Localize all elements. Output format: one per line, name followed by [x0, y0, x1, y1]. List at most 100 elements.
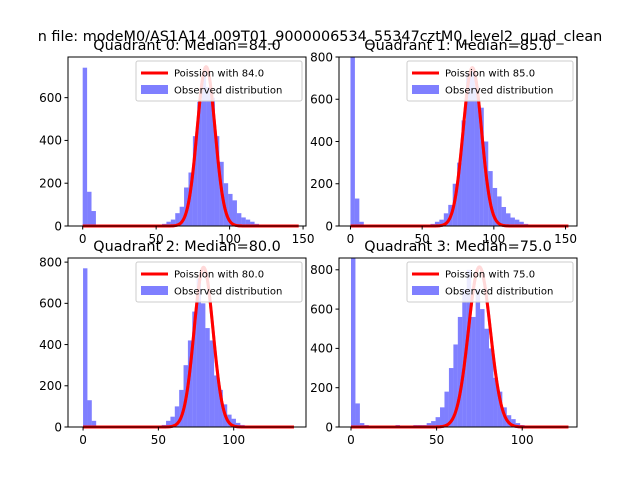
- hist-bar: [241, 217, 246, 226]
- hist-bar: [166, 221, 171, 226]
- y-tick-label: 800: [310, 263, 333, 277]
- legend: Poission with 75.0 Observed distribution: [406, 261, 574, 303]
- hist-bar: [205, 328, 210, 427]
- legend: Poission with 84.0 Observed distribution: [135, 60, 303, 102]
- hist-bar: [493, 377, 498, 427]
- hist-bar: [87, 400, 92, 427]
- legend-label-observed: Observed distribution: [174, 86, 282, 97]
- legend-label-poisson: Poission with 84.0: [174, 69, 264, 80]
- y-tick-label: 0: [325, 420, 333, 434]
- axes-frame: [67, 257, 307, 428]
- legend-box: [135, 60, 303, 102]
- hist-bar: [250, 221, 255, 226]
- y-tick-label: 200: [310, 177, 333, 191]
- hist-bar: [501, 206, 507, 226]
- hist-bar: [519, 221, 524, 226]
- legend-box: [406, 261, 574, 303]
- hist-bar: [492, 187, 498, 226]
- y-tick-label: 800: [39, 255, 62, 269]
- hist-bar: [187, 340, 193, 427]
- hist-bar: [474, 86, 480, 226]
- y-tick-label: 600: [310, 302, 333, 316]
- hist-bar: [170, 219, 176, 226]
- hist-bar: [175, 213, 180, 226]
- hist-bar: [206, 86, 211, 226]
- hist-bar: [444, 391, 449, 427]
- hist-bar: [170, 416, 175, 427]
- y-tick-label: 400: [310, 135, 333, 149]
- hist-bar: [461, 120, 467, 227]
- hist-bar: [439, 219, 444, 226]
- hist-bar: [87, 191, 92, 226]
- hist-bar: [197, 101, 202, 226]
- x-tick-label: 150: [554, 232, 577, 246]
- hist-bar: [83, 268, 88, 427]
- x-tick-label: 0: [79, 433, 87, 447]
- hist-bar: [355, 403, 360, 427]
- y-tick-label: 200: [39, 379, 62, 393]
- legend-box: [406, 60, 574, 102]
- hist-bar: [434, 221, 440, 226]
- legend: Poission with 80.0 Observed distribution: [135, 261, 303, 303]
- subplot-title: Quadrant 2: Median=80.0: [93, 239, 281, 255]
- x-tick-label: 50: [149, 232, 164, 246]
- y-tick-label: 200: [39, 177, 62, 191]
- hist-bar: [443, 213, 449, 226]
- y-tick-label: 800: [310, 50, 333, 64]
- x-tick-label: 0: [347, 232, 355, 246]
- hist-bar: [497, 391, 503, 427]
- legend-bar-swatch: [412, 286, 439, 295]
- hist-bar: [466, 73, 471, 227]
- y-tick-label: 0: [54, 219, 62, 233]
- hist-bar: [210, 97, 215, 227]
- axes-frame: [67, 56, 307, 227]
- x-tick-label: 0: [79, 232, 87, 246]
- hist-bar: [497, 196, 502, 226]
- hist-bar: [82, 67, 88, 226]
- x-tick-label: 0: [347, 433, 355, 447]
- panels: 0 50 100 150 0 200 400 600 Quadrant 0: Median=84…: [39, 38, 578, 447]
- hist-bar: [166, 420, 171, 427]
- legend-bar-swatch: [141, 85, 168, 94]
- hist-bar: [179, 389, 184, 427]
- x-tick-label: 50: [151, 433, 166, 447]
- hist-bar: [470, 69, 475, 226]
- subplot-title: Quadrant 1: Median=85.0: [364, 38, 552, 54]
- legend-label-poisson: Poission with 80.0: [174, 270, 264, 281]
- hist-bar: [174, 406, 180, 427]
- hist-bar: [453, 344, 458, 427]
- hist-bar: [223, 183, 229, 226]
- hist-bar: [201, 303, 206, 427]
- hist-bar: [475, 289, 481, 427]
- hist-bar: [510, 217, 515, 226]
- legend-label-observed: Observed distribution: [445, 86, 553, 97]
- y-tick-label: 600: [39, 91, 62, 105]
- legend-box: [135, 261, 303, 303]
- x-tick-label: 100: [218, 232, 241, 246]
- hist-bar: [214, 136, 220, 226]
- y-tick-label: 600: [39, 297, 62, 311]
- hist-bar: [236, 213, 242, 226]
- y-tick-label: 0: [54, 420, 62, 434]
- x-tick-label: 50: [429, 433, 444, 447]
- hist-bar: [235, 422, 241, 427]
- x-tick-label: 150: [292, 232, 315, 246]
- y-tick-label: 200: [310, 381, 333, 395]
- subplot-title: Quadrant 0: Median=84.0: [93, 38, 281, 54]
- hist-bar: [209, 340, 215, 427]
- hist-bar: [457, 162, 462, 227]
- hist-bar: [511, 419, 516, 427]
- y-tick-label: 400: [39, 134, 62, 148]
- legend-label-observed: Observed distribution: [445, 287, 553, 298]
- x-tick-label: 100: [482, 232, 505, 246]
- hist-bar: [192, 136, 198, 226]
- hist-bar: [350, 258, 356, 427]
- hist-bar: [91, 211, 96, 226]
- hist-bar: [440, 407, 445, 427]
- legend: Poission with 85.0 Observed distribution: [406, 60, 574, 102]
- hist-bar: [426, 423, 432, 427]
- figure-suptitle: n file: modeM0/AS1A14_009T01_9000006534_…: [38, 29, 603, 45]
- subplot-quadrant-0: 0 50 100 150 0 200 400 600 Quadrant 0: Median=84…: [39, 38, 314, 246]
- subplot-quadrant-3: 0 50 100 0 200 400 600 800 Quadrant 3: Median=75…: [310, 239, 578, 447]
